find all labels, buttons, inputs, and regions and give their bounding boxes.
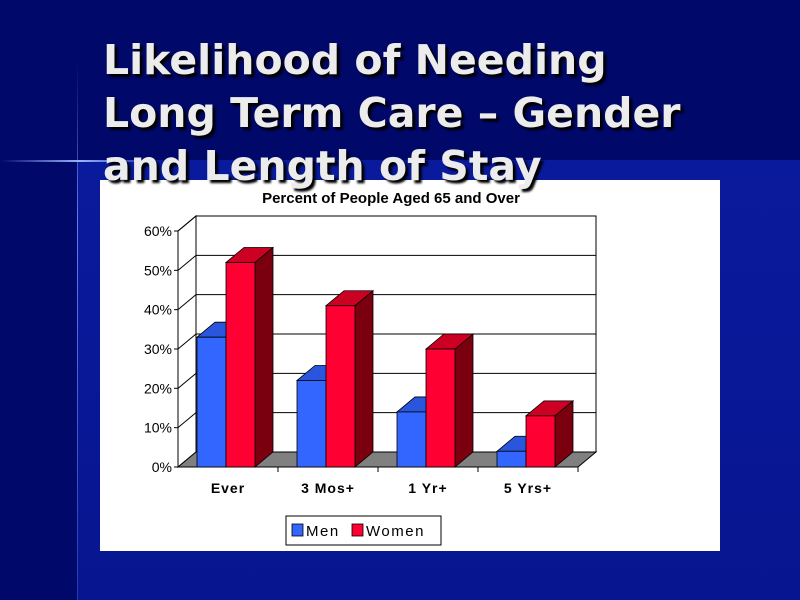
gridline-side: [177, 294, 197, 311]
bar-front: [225, 262, 256, 468]
chart-title: Percent of People Aged 65 and Over: [262, 190, 520, 207]
bar-front: [196, 336, 227, 468]
bar-front: [425, 348, 456, 468]
x-tick-label: Ever: [211, 480, 245, 496]
bar-women: [324, 289, 375, 468]
bar-side: [454, 333, 474, 468]
y-tick-label: 60%: [144, 223, 172, 239]
bar-women: [224, 246, 275, 468]
y-tick-label: 40%: [144, 302, 172, 318]
y-tick-label: 0%: [152, 459, 172, 475]
x-tick-label: 1 Yr+: [408, 480, 447, 496]
bar-side: [254, 246, 274, 468]
y-tick-label: 20%: [144, 380, 172, 396]
gridline-side: [177, 412, 197, 429]
gridline-side: [177, 254, 197, 271]
legend-label-women: Women: [366, 523, 425, 540]
bar-front: [496, 450, 527, 468]
legend-swatch-men: [291, 523, 304, 537]
decorative-horizontal-line: [0, 160, 160, 162]
gridline-side: [177, 372, 197, 389]
y-tick-label: 30%: [144, 341, 172, 357]
gridline-side: [177, 333, 197, 350]
decorative-vertical-line: [77, 60, 78, 600]
legend: Men Women: [285, 515, 442, 546]
gridline-side: [177, 215, 197, 232]
bar-front: [525, 415, 556, 468]
slide-title: Likelihood of Needing Long Term Care – G…: [103, 36, 681, 190]
bar-front: [396, 411, 427, 468]
legend-box: [285, 515, 442, 546]
y-tick-label: 50%: [144, 262, 172, 278]
y-tick-label: 10%: [144, 420, 172, 436]
bar-front: [325, 305, 356, 468]
x-tick-label: 5 Yrs+: [504, 480, 552, 496]
legend-label-men: Men: [306, 523, 340, 540]
bar-women: [524, 400, 575, 468]
bar-women: [424, 333, 475, 468]
x-tick-label: 3 Mos+: [301, 480, 355, 496]
legend-swatch-women: [351, 523, 364, 537]
bar-side: [354, 289, 374, 468]
bar-front: [296, 380, 327, 468]
